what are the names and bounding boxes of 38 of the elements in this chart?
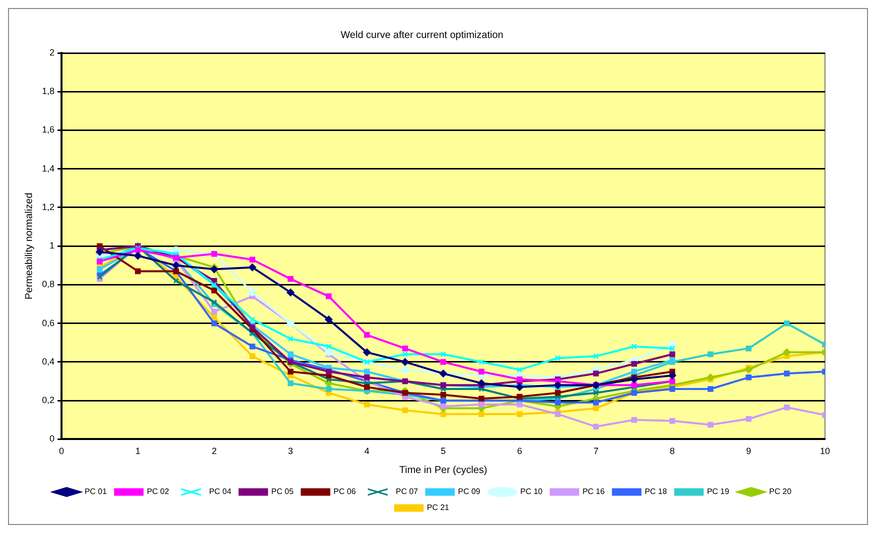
legend-label: PC 21	[426, 503, 450, 512]
y-tick-label: 1	[49, 240, 55, 251]
y-axis-title: Permeability normalized	[24, 192, 35, 300]
legend-label: PC 19	[706, 487, 730, 496]
y-tick-label: 0,8	[42, 279, 55, 290]
x-tick-label: 3	[288, 446, 294, 456]
legend-label: PC 02	[146, 487, 170, 496]
x-tick-label: 5	[440, 446, 446, 456]
x-axis-title: Time in Per (cycles)	[399, 464, 488, 476]
y-tick-label: 0	[49, 434, 55, 444]
y-tick-label: 0,6	[42, 318, 55, 328]
legend-label: PC 05	[271, 487, 294, 496]
legend-label: PC 06	[334, 487, 356, 496]
legend-label: PC 01	[84, 487, 108, 496]
chart-title: Weld curve after current optimization	[340, 30, 504, 41]
legend-label: PC 04	[209, 487, 232, 496]
legend-label: PC 07	[396, 487, 419, 496]
y-tick-label: 1,6	[42, 124, 55, 135]
x-tick-label: 1	[135, 446, 140, 456]
legend-label: PC 20	[769, 487, 792, 496]
x-tick-label: 2	[212, 446, 217, 456]
x-tick-label: 10	[820, 446, 830, 456]
legend-label: PC 18	[644, 487, 668, 496]
x-tick-label: 4	[364, 446, 370, 456]
y-tick-label: 0,2	[42, 395, 55, 406]
y-tick-label: 1,2	[42, 202, 55, 212]
y-tick-label: 1,4	[42, 163, 55, 174]
legend-label: PC 16	[582, 487, 606, 496]
legend-label: PC 10	[520, 487, 544, 496]
y-tick-label: 0,4	[42, 356, 55, 366]
x-tick-label: 7	[593, 446, 598, 456]
x-tick-label: 8	[670, 446, 675, 456]
y-tick-label: 1,8	[42, 86, 55, 96]
x-tick-label: 0	[59, 446, 64, 456]
x-tick-label: 9	[746, 446, 752, 456]
legend-label: PC 09	[458, 487, 481, 496]
x-tick-label: 6	[517, 446, 522, 456]
y-tick-label: 2	[49, 47, 55, 58]
